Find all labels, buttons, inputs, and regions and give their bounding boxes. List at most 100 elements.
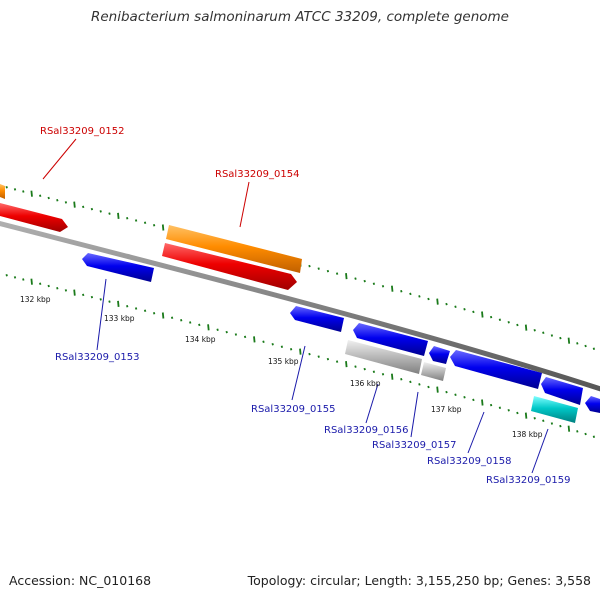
gray-gene-0156[interactable] bbox=[345, 340, 422, 374]
minor-tick bbox=[454, 393, 457, 396]
major-tick bbox=[391, 373, 394, 380]
minor-tick bbox=[126, 304, 129, 308]
minor-tick bbox=[99, 298, 102, 301]
minor-tick bbox=[381, 284, 385, 288]
map-title: Renibacterium salmoninarum ATCC 33209, c… bbox=[91, 9, 509, 25]
minor-tick bbox=[82, 205, 85, 209]
label-leaders bbox=[42, 138, 549, 474]
minor-tick bbox=[427, 385, 430, 389]
major-tick bbox=[161, 312, 165, 319]
blue-gene-right-edge[interactable] bbox=[585, 396, 600, 413]
minor-tick bbox=[542, 419, 545, 423]
minor-tick bbox=[152, 223, 156, 227]
major-tick bbox=[161, 224, 165, 231]
minor-tick bbox=[489, 403, 493, 407]
minor-tick bbox=[507, 321, 510, 324]
gray-gene-0157[interactable] bbox=[421, 362, 446, 381]
leader-0155 bbox=[291, 345, 306, 401]
blue-gene-0158b[interactable] bbox=[541, 377, 583, 405]
cyan-gene-0159[interactable] bbox=[531, 396, 578, 423]
gene-label-0154[interactable]: RSal33209_0154 bbox=[215, 169, 299, 180]
red-gene-0154[interactable] bbox=[162, 243, 297, 290]
minor-tick bbox=[317, 355, 320, 358]
blue-gene-0156[interactable] bbox=[353, 323, 428, 356]
gene-label-0156[interactable]: RSal33209_0156 bbox=[324, 425, 408, 436]
minor-tick bbox=[592, 347, 596, 350]
major-tick bbox=[117, 300, 120, 307]
minor-tick bbox=[143, 221, 147, 225]
minor-tick bbox=[225, 330, 228, 334]
leader-0153 bbox=[96, 278, 107, 351]
minor-tick bbox=[90, 295, 94, 299]
minor-tick bbox=[143, 309, 147, 313]
minor-tick bbox=[445, 390, 448, 394]
minor-tick bbox=[445, 302, 448, 306]
minor-tick bbox=[472, 398, 475, 402]
minor-tick bbox=[39, 282, 42, 286]
scale-label: 135 kbp bbox=[268, 357, 299, 366]
minor-tick bbox=[584, 344, 587, 348]
minor-tick bbox=[82, 293, 85, 297]
orange-gene-0154-band[interactable] bbox=[166, 225, 302, 273]
minor-tick bbox=[559, 336, 562, 340]
minor-tick bbox=[498, 406, 502, 409]
minor-tick bbox=[198, 323, 201, 327]
major-tick bbox=[524, 324, 528, 331]
gene-label-0152[interactable]: RSal33209_0152 bbox=[40, 126, 124, 137]
minor-tick bbox=[108, 212, 111, 215]
blue-gene-0157[interactable] bbox=[429, 346, 450, 364]
minor-tick bbox=[189, 321, 192, 324]
minor-tick bbox=[326, 269, 330, 273]
gene-label-0157[interactable]: RSal33209_0157 bbox=[372, 440, 456, 451]
blue-gene-0153[interactable] bbox=[82, 253, 154, 282]
gene-label-0153[interactable]: RSal33209_0153 bbox=[55, 352, 139, 363]
minor-tick bbox=[216, 328, 219, 331]
major-tick bbox=[207, 324, 210, 331]
major-tick bbox=[481, 399, 484, 406]
minor-tick bbox=[498, 318, 502, 321]
scale-label: 133 kbp bbox=[104, 314, 135, 323]
major-tick bbox=[73, 201, 76, 208]
scale-label: 134 kbp bbox=[185, 335, 216, 344]
minor-tick bbox=[463, 308, 466, 311]
minor-tick bbox=[372, 282, 376, 285]
minor-tick bbox=[56, 286, 59, 290]
major-tick bbox=[345, 273, 348, 280]
gene-label-0155[interactable]: RSal33209_0155 bbox=[251, 404, 335, 415]
minor-tick bbox=[280, 345, 284, 348]
scale-label: 138 kbp bbox=[512, 430, 543, 439]
leader-0159 bbox=[531, 428, 549, 474]
minor-tick bbox=[180, 318, 183, 322]
minor-tick bbox=[400, 378, 403, 381]
minor-tick bbox=[39, 194, 42, 198]
accession-text: Accession: NC_010168 bbox=[9, 573, 152, 588]
minor-tick bbox=[472, 310, 475, 314]
minor-tick bbox=[126, 216, 129, 220]
minor-tick bbox=[516, 323, 519, 327]
minor-tick bbox=[418, 295, 421, 298]
minor-tick bbox=[381, 372, 385, 376]
major-tick bbox=[436, 298, 439, 305]
red-gene-0152[interactable] bbox=[0, 203, 68, 232]
scale-label: 137 kbp bbox=[431, 405, 462, 414]
blue-gene-0155[interactable] bbox=[290, 306, 344, 332]
minor-tick bbox=[99, 210, 102, 213]
topology-text: Topology: circular; Length: 3,155,250 bp… bbox=[247, 573, 591, 588]
minor-tick bbox=[533, 416, 536, 420]
leader-0158 bbox=[467, 411, 485, 454]
minor-tick bbox=[372, 370, 376, 373]
minor-tick bbox=[56, 198, 59, 202]
minor-tick bbox=[576, 342, 579, 345]
minor-tick bbox=[409, 380, 412, 384]
leader-0154 bbox=[239, 181, 250, 228]
minor-tick bbox=[271, 342, 274, 346]
minor-tick bbox=[170, 316, 174, 320]
minor-tick bbox=[90, 207, 94, 211]
minor-tick bbox=[592, 435, 596, 438]
gene-label-0158[interactable]: RSal33209_0158 bbox=[427, 456, 511, 467]
gene-label-0159[interactable]: RSal33209_0159 bbox=[486, 475, 570, 486]
minor-tick bbox=[463, 396, 466, 399]
blue-gene-0158[interactable] bbox=[450, 350, 542, 389]
orange-gene-left-edge[interactable] bbox=[0, 184, 5, 199]
